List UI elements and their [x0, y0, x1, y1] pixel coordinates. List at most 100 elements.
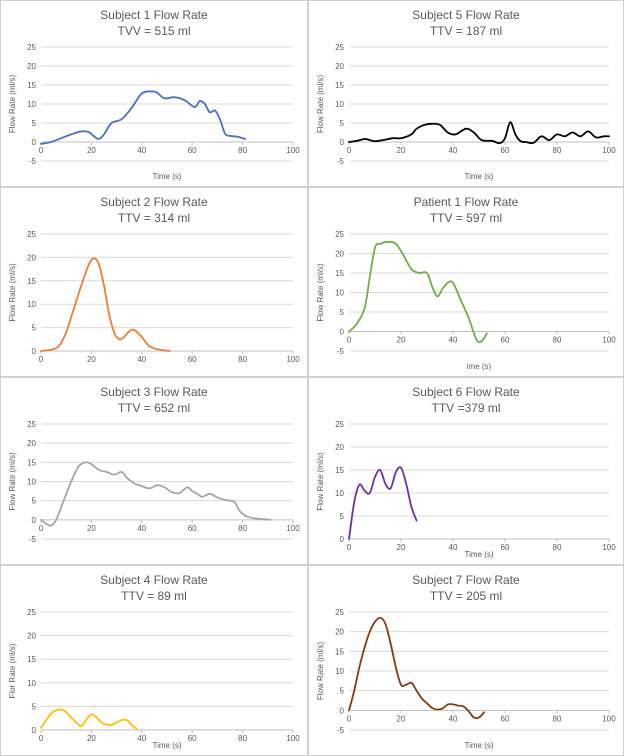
x-tick-label: 60: [501, 714, 510, 723]
x-tick-label: 80: [238, 146, 247, 155]
x-tick-label: 40: [137, 146, 146, 155]
y-tick-label: 0: [32, 516, 37, 525]
x-tick-label: 0: [39, 146, 44, 155]
x-tick-label: 100: [286, 355, 300, 364]
y-axis-label: Flow Rate (ml/s): [8, 452, 17, 511]
x-tick-label: 100: [602, 543, 616, 552]
x-tick-label: 80: [238, 524, 247, 533]
y-tick-label: 10: [335, 100, 344, 109]
y-tick-label: -5: [337, 726, 345, 735]
x-tick-label: 0: [39, 734, 44, 743]
y-tick-label: 5: [340, 308, 345, 317]
x-tick-label: 40: [449, 336, 458, 345]
chart-svg: Subject 6 Flow Rate TTV =379 ml 0 5 10 15 20 25…: [316, 385, 616, 559]
x-tick-label: 100: [602, 146, 616, 155]
series-line: [40, 257, 171, 352]
chart-svg: Subject 4 Flow Rate TTV = 89 ml 0 5 10 15 20 25…: [8, 573, 300, 750]
x-tick-label: 40: [137, 355, 146, 364]
y-tick-label: 10: [27, 300, 36, 309]
y-tick-label: 20: [335, 443, 344, 452]
x-tick-label: 80: [553, 543, 562, 552]
y-tick-label: 25: [27, 230, 36, 239]
y-tick-label: -5: [29, 157, 37, 166]
x-tick-label: 20: [87, 355, 96, 364]
y-tick-label: 15: [335, 269, 344, 278]
y-tick-label: 10: [335, 667, 344, 676]
x-axis-label: Time (s): [464, 741, 493, 750]
y-tick-label: 0: [340, 706, 345, 715]
x-tick-label: 40: [449, 146, 458, 155]
y-tick-label: 0: [32, 726, 37, 735]
x-axis-label: ime (s): [467, 362, 492, 371]
chart-subtitle: TTV = 205 ml: [430, 589, 502, 603]
y-tick-label: 25: [27, 420, 36, 429]
x-tick-label: 20: [87, 146, 96, 155]
y-tick-label: 15: [27, 655, 36, 664]
chart-subtitle: TTV = 187 ml: [430, 24, 502, 38]
x-axis-label: Time (s): [152, 741, 181, 750]
x-tick-label: 80: [553, 146, 562, 155]
x-tick-label: 20: [87, 524, 96, 533]
y-tick-label: 20: [27, 439, 36, 448]
y-tick-label: 25: [335, 420, 344, 429]
y-tick-label: 15: [27, 81, 36, 90]
y-tick-label: 10: [27, 478, 36, 487]
y-tick-label: 0: [340, 535, 345, 544]
y-tick-label: 20: [27, 253, 36, 262]
y-tick-label: 5: [32, 702, 37, 711]
y-tick-label: 25: [335, 608, 344, 617]
y-axis-label: Flow Rate (ml/s): [316, 642, 325, 701]
chart-subtitle: TTV = 89 ml: [121, 589, 187, 603]
x-tick-label: 80: [238, 734, 247, 743]
chart-panel-patient-1: Patient 1 Flow Rate TTV = 597 ml -5 0 5 10 15 2…: [309, 188, 623, 376]
chart-title: Subject 2 Flow Rate: [100, 195, 208, 209]
series-line: [348, 616, 486, 720]
chart-panel-subject-4: Subject 4 Flow Rate TTV = 89 ml 0 5 10 15 20 25…: [1, 566, 307, 755]
y-tick-label: 25: [27, 43, 36, 52]
chart-panel-subject-1: Subject 1 Flow Rate TVV = 515 ml -5 0 5 10 15 2…: [1, 1, 307, 186]
chart-subtitle: TTV = 652 ml: [118, 401, 190, 415]
y-tick-label: 0: [32, 347, 37, 356]
y-tick-label: -5: [337, 157, 345, 166]
y-tick-label: 15: [335, 647, 344, 656]
y-tick-label: 5: [340, 512, 345, 521]
y-tick-label: 5: [32, 497, 37, 506]
x-tick-label: 60: [501, 543, 510, 552]
chart-panel-subject-6: Subject 6 Flow Rate TTV =379 ml 0 5 10 15 20 25…: [309, 378, 623, 564]
chart-title: Patient 1 Flow Rate: [414, 195, 519, 209]
y-tick-label: 5: [32, 119, 37, 128]
x-axis-label: Time (s): [464, 550, 493, 559]
chart-title: Subject 4 Flow Rate: [100, 573, 208, 587]
chart-title: Subject 7 Flow Rate: [412, 573, 520, 587]
x-tick-label: 20: [397, 146, 406, 155]
chart-title: Subject 6 Flow Rate: [412, 385, 520, 399]
series-line: [40, 90, 246, 145]
x-tick-label: 100: [286, 146, 300, 155]
y-axis-label: Flor Rate (ml/s): [8, 643, 17, 698]
y-axis-label: Flow Rate (ml/s): [316, 452, 325, 511]
chart-svg: Subject 2 Flow Rate TTV = 314 ml 0 5 10 15 20 2…: [8, 195, 300, 364]
chart-subtitle: TTV = 314 ml: [118, 211, 190, 225]
y-tick-label: 20: [335, 62, 344, 71]
x-tick-label: 0: [347, 336, 352, 345]
y-axis-label: Flow Rate (ml/s): [316, 263, 325, 322]
x-tick-label: 0: [39, 355, 44, 364]
x-tick-label: 100: [602, 336, 616, 345]
x-tick-label: 60: [188, 146, 197, 155]
x-axis-label: Time (s): [152, 172, 181, 181]
x-tick-label: 40: [137, 524, 146, 533]
x-tick-label: 40: [449, 543, 458, 552]
x-tick-label: 20: [397, 714, 406, 723]
series-line: [348, 240, 488, 343]
y-tick-label: 25: [335, 230, 344, 239]
y-axis-label: Flow Rate (ml/s): [8, 263, 17, 322]
x-tick-label: 40: [449, 714, 458, 723]
y-tick-label: 5: [340, 687, 345, 696]
y-tick-label: 10: [335, 489, 344, 498]
chart-title: Subject 3 Flow Rate: [100, 385, 208, 399]
x-tick-label: 100: [286, 734, 300, 743]
x-tick-label: 60: [188, 355, 197, 364]
